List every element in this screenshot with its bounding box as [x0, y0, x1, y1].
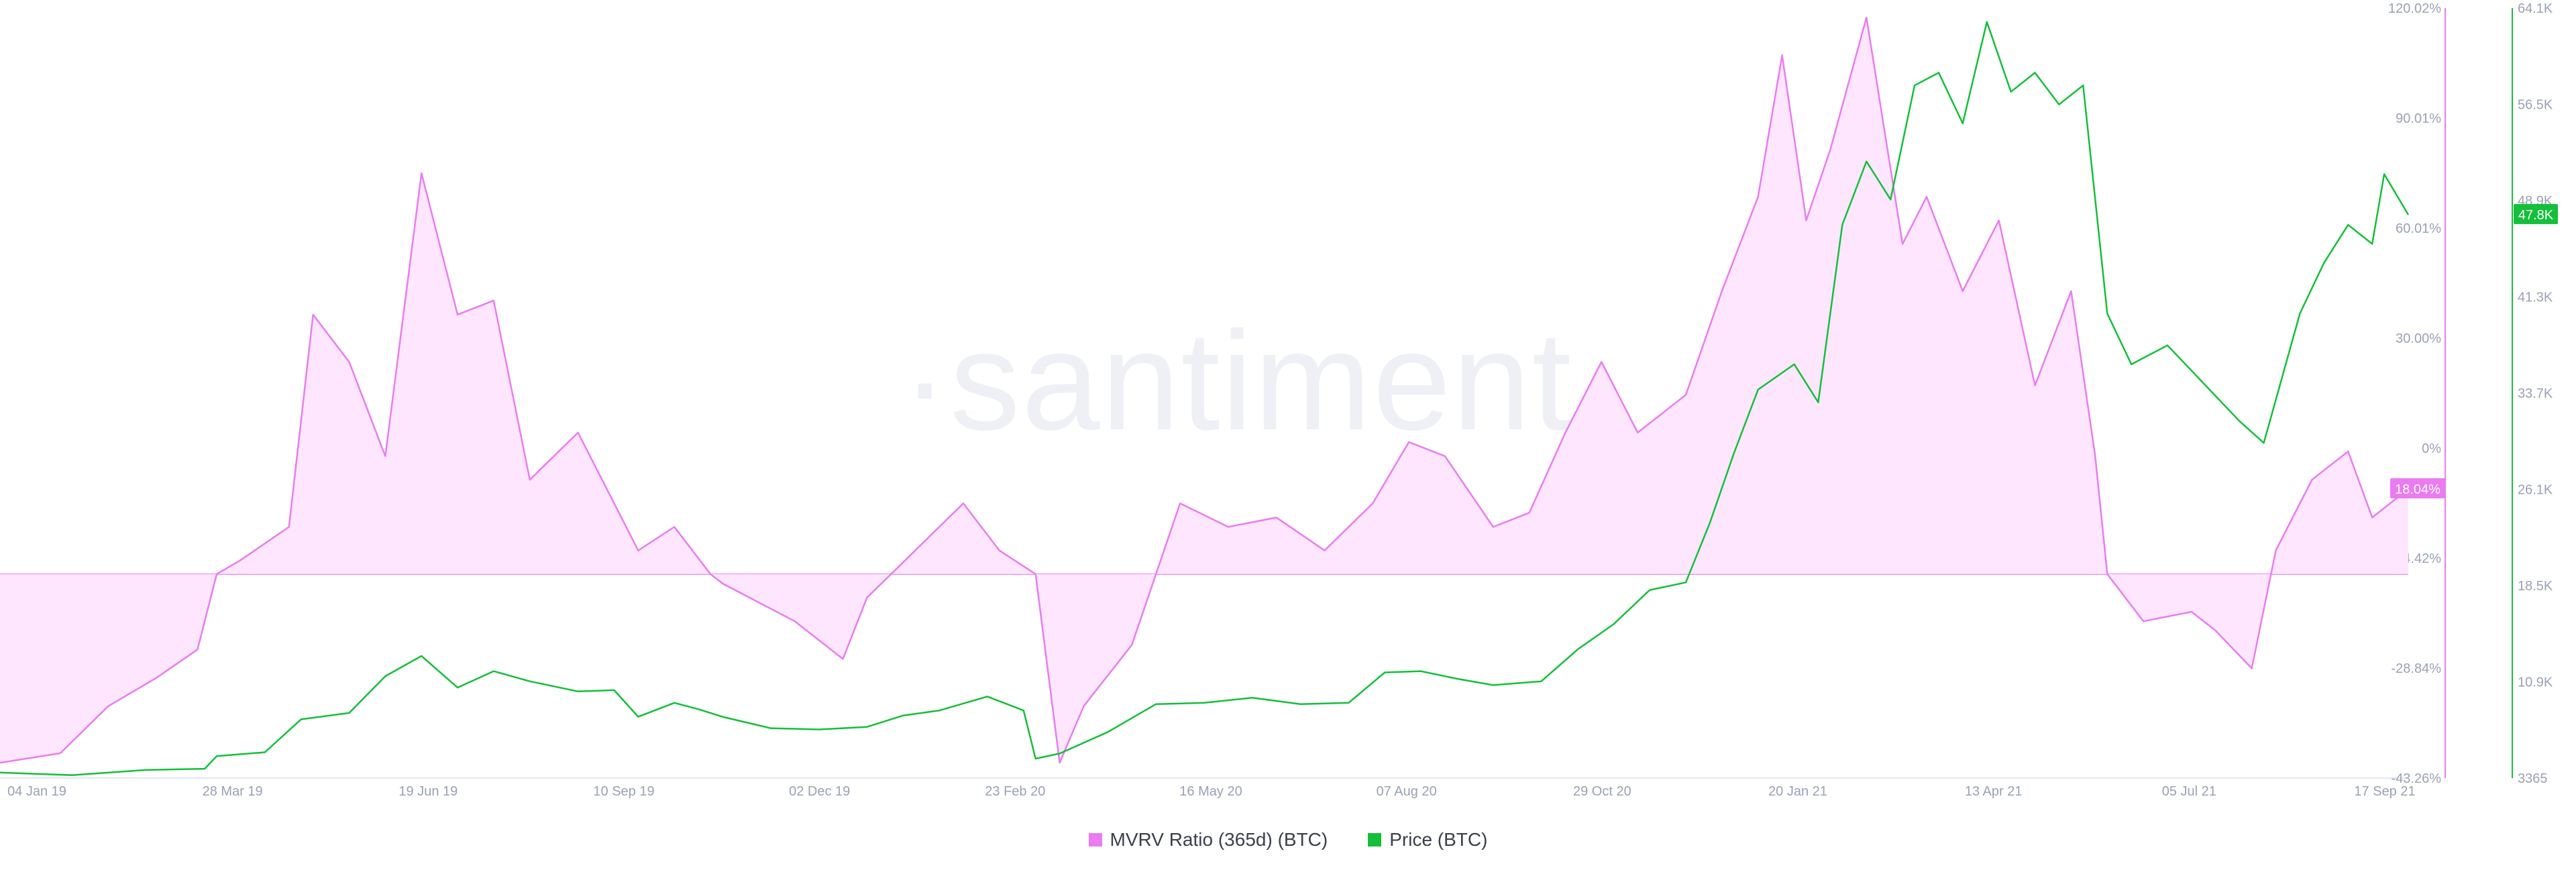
x-tick-label: 02 Dec 19: [789, 784, 850, 799]
mvrv-last-value-badge: 18.04%: [2390, 478, 2445, 499]
x-tick-label: 19 Jun 19: [398, 784, 458, 799]
y-right-tick-label: 64.1K: [2518, 1, 2553, 16]
y-left-tick-label: 0%: [2422, 441, 2441, 456]
y-left-tick-label: 60.01%: [2396, 221, 2441, 236]
legend-label-price: Price (BTC): [1389, 829, 1488, 850]
legend-swatch-mvrv: [1088, 833, 1102, 847]
x-tick-label: 10 Sep 19: [593, 784, 654, 799]
x-tick-label: 29 Oct 20: [1573, 784, 1631, 799]
y-right-tick-label: 41.3K: [2518, 290, 2553, 305]
y-left-tick-label: 120.02%: [2388, 1, 2441, 16]
x-tick-label: 17 Sep 21: [2354, 784, 2415, 799]
mvrv-area: [0, 17, 2408, 763]
x-tick-label: 28 Mar 19: [203, 784, 263, 799]
mvrv-last-value-badge-text: 18.04%: [2395, 482, 2440, 497]
price-last-value-badge-bg: [2514, 204, 2558, 225]
y-left-tick-label: 90.01%: [2396, 111, 2441, 126]
mvrv-last-value-badge-bg: [2390, 478, 2445, 499]
y-right-tick-label: 33.7K: [2518, 386, 2553, 401]
y-right-tick-label: 18.5K: [2518, 579, 2553, 594]
chart-legend: MVRV Ratio (365d) (BTC) Price (BTC): [0, 826, 2576, 853]
y-right-tick-label: 56.5K: [2518, 98, 2553, 113]
x-tick-label: 23 Feb 20: [985, 784, 1045, 799]
x-tick-label: 13 Apr 21: [1965, 784, 2023, 799]
y-left-tick-label: -43.26%: [2392, 771, 2442, 786]
y-right-tick-label: 26.1K: [2518, 483, 2553, 498]
mvrv-line: [0, 16, 2409, 764]
y-left-tick-label: -28.84%: [2392, 661, 2442, 676]
price-last-value-badge-text: 47.8K: [2518, 208, 2554, 223]
x-tick-label: 05 Jul 21: [2162, 784, 2216, 799]
price-line: [0, 21, 2410, 776]
y-right-tick-label: 10.9K: [2518, 675, 2553, 690]
x-tick-label: 04 Jan 19: [7, 784, 66, 799]
legend-swatch-price: [1368, 833, 1382, 847]
y-left-tick-label: 30.00%: [2396, 331, 2441, 346]
y-right-tick-label: 3365: [2518, 771, 2548, 786]
x-tick-label: 16 May 20: [1179, 784, 1242, 799]
santiment-watermark: ·santiment·: [902, 302, 1621, 459]
legend-item-price[interactable]: Price (BTC): [1368, 829, 1487, 851]
x-tick-label: 07 Aug 20: [1377, 784, 1437, 799]
legend-label-mvrv: MVRV Ratio (365d) (BTC): [1110, 829, 1328, 850]
x-tick-label: 20 Jan 21: [1768, 784, 1827, 799]
price-last-value-badge: 47.8K: [2514, 204, 2558, 225]
legend-item-mvrv[interactable]: MVRV Ratio (365d) (BTC): [1088, 829, 1328, 851]
